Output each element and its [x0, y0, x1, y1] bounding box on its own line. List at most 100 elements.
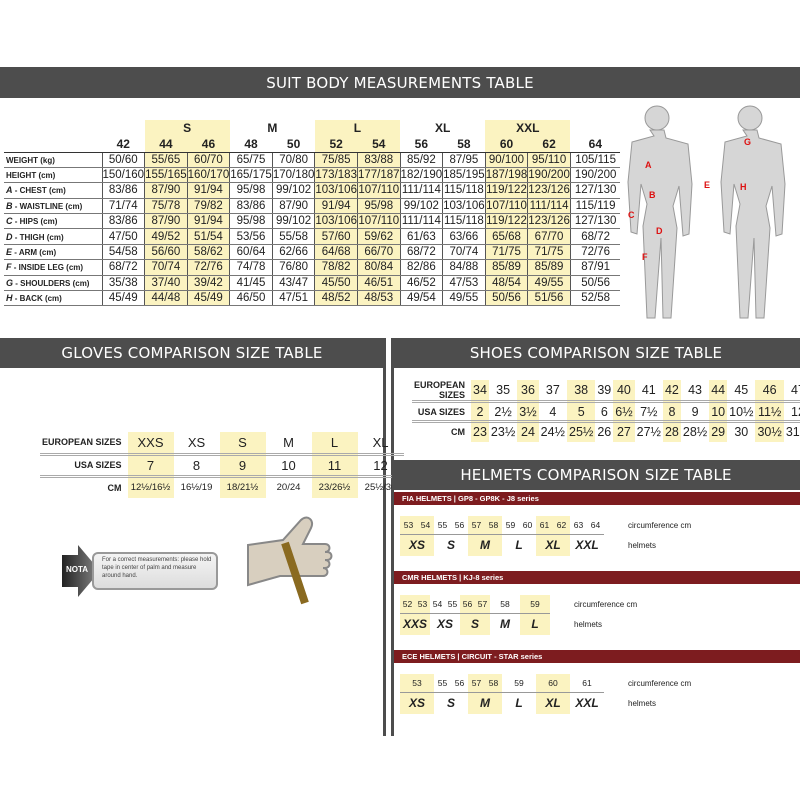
table-cell: 23/26½: [311, 476, 358, 498]
table-row: USA SIZES 7 8 9 10 11 12: [40, 454, 404, 478]
table-cell: 8: [173, 454, 220, 478]
table-cell: 87/95: [442, 152, 486, 168]
table-cell: 45: [727, 380, 756, 403]
circumference-cell: 60: [536, 674, 570, 693]
table-cell: 71/74: [101, 198, 145, 215]
table-cell: 111/114: [399, 182, 443, 199]
table-cell: 91/94: [186, 213, 230, 230]
table-cell: 48/54: [484, 275, 528, 292]
table-cell: 30½: [755, 421, 784, 442]
table-cell: 29: [709, 421, 728, 442]
row-letter: G: [6, 277, 14, 288]
row-letter: B: [6, 200, 13, 211]
figure-letter-g: G: [744, 137, 751, 147]
row-label: WEIGHT (kg): [4, 152, 102, 168]
table-cell: 6: [595, 401, 614, 423]
table-cell: 123/126: [527, 213, 571, 230]
row-label-text: - BACK (cm): [12, 294, 62, 304]
row-label: EUROPEAN SIZES: [412, 380, 472, 403]
table-row: A - CHEST (cm) 83/86 87/90 91/94 95/98 99/102…: [4, 182, 621, 199]
helmet-size-cell: L: [515, 696, 523, 711]
table-cell: 37: [538, 380, 567, 403]
table-cell: 62/66: [271, 244, 315, 261]
helmet-size-cell: XS: [400, 692, 434, 714]
table-cell: 10½: [727, 401, 756, 423]
row-label: CM: [107, 482, 122, 493]
table-row: D - THIGH (cm) 47/50 49/52 51/54 53/56 55/58 5…: [4, 228, 621, 245]
figure-letter-d: D: [656, 226, 663, 236]
table-cell: 173/183: [314, 167, 358, 184]
table-cell: 54/58: [101, 244, 145, 261]
size-group-row: S M L XL XXL: [4, 120, 620, 136]
size-header: 62: [527, 136, 571, 153]
table-cell: 24½: [540, 425, 565, 440]
table-row: F - INSIDE LEG (cm) 68/72 70/74 72/76 74/78 7…: [4, 259, 621, 276]
helmet-size-cell: M: [468, 692, 502, 714]
table-cell: 85/89: [527, 259, 571, 276]
table-cell: 66/70: [356, 244, 401, 261]
table-cell: 190/200: [569, 167, 621, 184]
table-cell: 60/64: [229, 244, 273, 261]
size-group: XL: [434, 121, 451, 135]
table-cell: 16½/19: [180, 482, 213, 494]
row-letter: D: [6, 231, 13, 242]
helmet-size-table: 53 55 56 57 58 59 60 61 circumference cm XS S M L XL X…: [400, 674, 691, 714]
helmet-size-cell: L: [515, 538, 523, 553]
table-cell: 83/86: [229, 198, 273, 215]
table-row: WEIGHT (kg) 50/60 55/65 60/70 65/75 70/80 75/8…: [4, 152, 621, 168]
helmet-size-cell: XL: [536, 692, 570, 714]
table-cell: XL: [357, 432, 404, 456]
table-cell: 111/114: [527, 198, 571, 215]
figure-letter-b: B: [649, 190, 656, 200]
circumference-cell: 55: [445, 595, 460, 614]
figure-letter-a: A: [645, 160, 652, 170]
table-cell: 52/58: [569, 290, 621, 307]
table-cell: 27½: [636, 425, 661, 440]
table-cell: 115/119: [569, 198, 621, 215]
circumference-cell: 63: [570, 516, 587, 535]
circumference-cell: 59: [502, 674, 536, 693]
table-cell: 165/175: [229, 167, 273, 184]
table-cell: 37/40: [144, 275, 188, 292]
table-cell: 34: [471, 380, 489, 403]
helmets-label: helmets: [628, 540, 657, 550]
table-cell: 8: [662, 401, 681, 423]
table-cell: 49/55: [442, 290, 486, 307]
table-cell: 65/68: [484, 228, 528, 245]
row-label: USA SIZES: [412, 401, 472, 423]
row-label-text: - SHOULDERS (cm): [13, 278, 90, 288]
table-cell: 45/49: [186, 290, 230, 307]
suit-measurements-table: S M L XL XXL 42 44 46 48 50 52 54 56 58 60 62 64 WEIGHT (…: [4, 120, 621, 307]
table-cell: 127/130: [569, 213, 621, 230]
size-group: XXL: [485, 120, 571, 136]
helmet-size-cell: S: [446, 538, 455, 553]
row-label-text: - ARM (cm): [12, 248, 57, 258]
circumference-cell: 54: [430, 595, 445, 614]
table-cell: 115/118: [442, 213, 486, 230]
table-cell: 70/80: [271, 152, 315, 168]
circumference-cell: 61: [536, 516, 553, 535]
circumference-cell: 55: [434, 516, 451, 535]
circumference-cell: 54: [417, 516, 434, 535]
table-cell: 68/72: [101, 259, 145, 276]
size-group: L: [314, 120, 401, 136]
nota-callout: NOTA For a correct measurements: please …: [62, 545, 220, 597]
table-cell: 95/110: [527, 152, 571, 168]
table-cell: 50/56: [484, 290, 528, 307]
table-cell: 83/86: [101, 213, 145, 230]
table-cell: 85/89: [484, 259, 528, 276]
table-cell: 190/200: [527, 167, 571, 184]
helmet-series-header: ECE HELMETS | CIRCUIT - STAR series: [394, 650, 800, 663]
table-row: B - WAISTLINE (cm) 71/74 75/78 79/82 83/86 87…: [4, 198, 621, 215]
table-cell: 6½: [613, 401, 635, 423]
table-cell: 7½: [634, 401, 663, 423]
table-cell: 3½: [517, 401, 539, 423]
circumference-cell: 59: [520, 595, 550, 614]
helmet-series-header: FIA HELMETS | GP8 - GP8K - J8 series: [394, 492, 800, 505]
table-cell: 4: [538, 401, 567, 423]
row-letter: E: [6, 247, 13, 258]
circumference-row: 53 55 56 57 58 59 60 61 circumference cm: [400, 674, 691, 693]
table-cell: 90/100: [484, 152, 528, 168]
table-cell: 12½/16½: [127, 476, 174, 498]
circumference-cell: 62: [553, 516, 570, 535]
